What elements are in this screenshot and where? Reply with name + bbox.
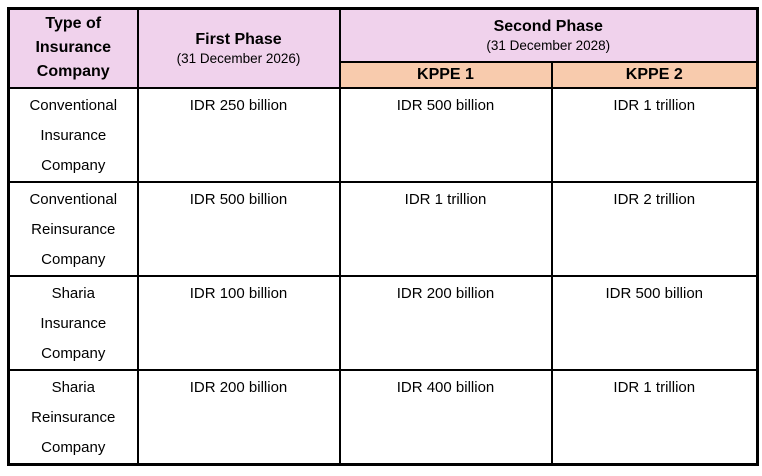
company-type-line: Sharia	[51, 378, 95, 396]
company-type-line: Reinsurance	[31, 220, 116, 238]
company-type-line: Company	[41, 156, 106, 174]
header-row-1: Type of Insurance Company First Phase (3…	[7, 7, 759, 89]
header-row-2: KPPE 1 KPPE 2	[9, 60, 759, 89]
company-type-line: Company	[41, 344, 106, 362]
first-phase-value: IDR 200 billion	[136, 368, 341, 465]
header-type-of-insurance-company: Type of Insurance Company	[7, 7, 139, 89]
kppe1-value: IDR 400 billion	[338, 368, 553, 465]
header-kppe-1: KPPE 1	[338, 60, 553, 89]
header-kppe-2: KPPE 2	[550, 60, 759, 89]
company-type-line: Conventional	[29, 190, 118, 208]
kppe1-value: IDR 200 billion	[338, 274, 553, 371]
company-type-line: Sharia	[51, 284, 95, 302]
kppe2-value: IDR 1 trillion	[550, 368, 759, 465]
first-phase-value: IDR 100 billion	[136, 274, 341, 371]
header-first-phase: First Phase (31 December 2026)	[136, 7, 341, 89]
company-type-cell: Conventional Insurance Company	[7, 86, 139, 183]
first-phase-deadline: (31 December 2026)	[176, 50, 301, 66]
company-type-cell: Sharia Insurance Company	[7, 274, 139, 371]
company-type-cell: Conventional Reinsurance Company	[7, 180, 139, 277]
company-type-line: Insurance	[40, 314, 107, 332]
company-type-line: Reinsurance	[31, 408, 116, 426]
kppe1-value: IDR 1 trillion	[338, 180, 553, 277]
header-second-phase: Second Phase (31 December 2028)	[338, 7, 759, 63]
company-type-line: Insurance	[40, 126, 107, 144]
table-row-conventional-insurance: Conventional Insurance Company IDR 250 b…	[7, 86, 759, 183]
company-type-line: Company	[41, 250, 106, 268]
capital-requirements-table: Type of Insurance Company First Phase (3…	[7, 7, 760, 466]
company-type-line: Company	[41, 438, 106, 456]
kppe2-value: IDR 1 trillion	[550, 86, 759, 183]
table-row-conventional-reinsurance: Conventional Reinsurance Company IDR 500…	[7, 180, 759, 277]
table-row-sharia-reinsurance: Sharia Reinsurance Company IDR 200 billi…	[7, 368, 759, 465]
company-type-cell: Sharia Reinsurance Company	[7, 368, 139, 465]
kppe1-value: IDR 500 billion	[338, 86, 553, 183]
kppe2-value: IDR 500 billion	[550, 274, 759, 371]
first-phase-title: First Phase	[195, 30, 282, 48]
table-row-sharia-insurance: Sharia Insurance Company IDR 100 billion…	[7, 274, 759, 371]
second-phase-deadline: (31 December 2028)	[486, 37, 611, 53]
first-phase-value: IDR 500 billion	[136, 180, 341, 277]
company-type-line: Conventional	[29, 96, 118, 114]
first-phase-value: IDR 250 billion	[136, 86, 341, 183]
kppe2-value: IDR 2 trillion	[550, 180, 759, 277]
second-phase-title: Second Phase	[493, 17, 603, 35]
